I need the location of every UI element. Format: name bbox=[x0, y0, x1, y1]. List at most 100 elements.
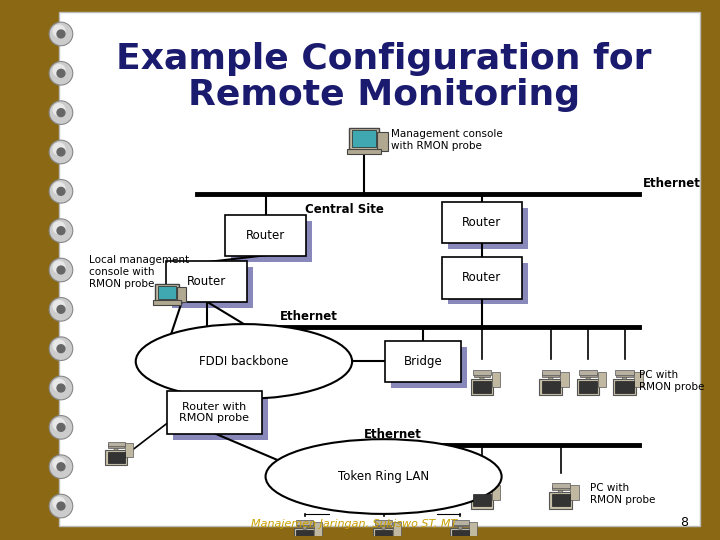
FancyBboxPatch shape bbox=[297, 530, 313, 540]
Circle shape bbox=[57, 109, 65, 117]
FancyBboxPatch shape bbox=[376, 523, 392, 526]
Circle shape bbox=[57, 384, 65, 392]
Polygon shape bbox=[548, 375, 554, 380]
FancyBboxPatch shape bbox=[297, 523, 312, 526]
FancyBboxPatch shape bbox=[352, 130, 376, 147]
Circle shape bbox=[53, 104, 65, 116]
Circle shape bbox=[57, 227, 65, 234]
Circle shape bbox=[53, 183, 65, 194]
Circle shape bbox=[49, 337, 73, 361]
Polygon shape bbox=[479, 488, 485, 493]
Circle shape bbox=[53, 64, 65, 76]
Ellipse shape bbox=[136, 324, 352, 399]
FancyBboxPatch shape bbox=[105, 450, 127, 465]
FancyBboxPatch shape bbox=[570, 485, 579, 500]
Polygon shape bbox=[621, 375, 628, 380]
Circle shape bbox=[57, 423, 65, 431]
Circle shape bbox=[53, 300, 65, 312]
Circle shape bbox=[53, 25, 65, 37]
Circle shape bbox=[49, 258, 73, 282]
Circle shape bbox=[49, 494, 73, 518]
FancyBboxPatch shape bbox=[580, 373, 596, 376]
FancyBboxPatch shape bbox=[541, 381, 560, 393]
Text: Manajemen Jaringan, Sukiswo ST, MT: Manajemen Jaringan, Sukiswo ST, MT bbox=[251, 519, 457, 529]
Circle shape bbox=[53, 418, 65, 430]
Text: Ethernet: Ethernet bbox=[364, 428, 422, 441]
Text: FDDI backbone: FDDI backbone bbox=[199, 355, 289, 368]
Circle shape bbox=[57, 266, 65, 274]
Text: Router: Router bbox=[462, 272, 502, 285]
Polygon shape bbox=[479, 375, 485, 380]
Text: Router with
RMON probe: Router with RMON probe bbox=[179, 402, 249, 423]
Text: Router: Router bbox=[187, 275, 226, 288]
Circle shape bbox=[53, 458, 65, 470]
Circle shape bbox=[53, 143, 65, 155]
FancyBboxPatch shape bbox=[541, 370, 560, 375]
Text: Router: Router bbox=[246, 229, 285, 242]
FancyBboxPatch shape bbox=[314, 522, 322, 536]
FancyBboxPatch shape bbox=[469, 522, 477, 536]
FancyBboxPatch shape bbox=[59, 12, 701, 526]
FancyBboxPatch shape bbox=[560, 372, 569, 387]
Circle shape bbox=[49, 455, 73, 478]
FancyBboxPatch shape bbox=[473, 381, 491, 393]
Text: Token Ring LAN: Token Ring LAN bbox=[338, 470, 429, 483]
FancyBboxPatch shape bbox=[375, 521, 392, 525]
FancyBboxPatch shape bbox=[552, 483, 570, 488]
Text: 8: 8 bbox=[680, 516, 688, 529]
Circle shape bbox=[57, 30, 65, 38]
FancyBboxPatch shape bbox=[392, 522, 400, 536]
Circle shape bbox=[49, 101, 73, 124]
FancyBboxPatch shape bbox=[579, 381, 598, 393]
Text: Ethernet: Ethernet bbox=[280, 310, 338, 323]
FancyBboxPatch shape bbox=[297, 521, 313, 525]
Text: Central Site: Central Site bbox=[305, 203, 384, 216]
Polygon shape bbox=[302, 524, 307, 529]
FancyBboxPatch shape bbox=[616, 373, 633, 376]
FancyBboxPatch shape bbox=[539, 379, 562, 395]
FancyBboxPatch shape bbox=[107, 442, 125, 446]
Circle shape bbox=[49, 140, 73, 164]
FancyBboxPatch shape bbox=[451, 530, 469, 540]
FancyBboxPatch shape bbox=[579, 370, 598, 375]
FancyBboxPatch shape bbox=[598, 372, 606, 387]
FancyBboxPatch shape bbox=[450, 528, 471, 540]
FancyBboxPatch shape bbox=[616, 381, 634, 393]
Circle shape bbox=[49, 376, 73, 400]
Text: Bridge: Bridge bbox=[403, 355, 442, 368]
FancyBboxPatch shape bbox=[549, 492, 572, 509]
FancyBboxPatch shape bbox=[492, 485, 500, 500]
FancyBboxPatch shape bbox=[473, 483, 491, 488]
FancyBboxPatch shape bbox=[441, 202, 522, 244]
Circle shape bbox=[53, 340, 65, 352]
FancyBboxPatch shape bbox=[542, 373, 559, 376]
FancyBboxPatch shape bbox=[173, 397, 268, 440]
Polygon shape bbox=[585, 375, 591, 380]
FancyBboxPatch shape bbox=[577, 379, 600, 395]
Circle shape bbox=[53, 222, 65, 234]
FancyBboxPatch shape bbox=[156, 284, 179, 302]
Polygon shape bbox=[457, 524, 463, 529]
Text: PC with
RMON probe: PC with RMON probe bbox=[590, 483, 655, 505]
Ellipse shape bbox=[266, 439, 502, 514]
Circle shape bbox=[53, 261, 65, 273]
FancyBboxPatch shape bbox=[492, 372, 500, 387]
Circle shape bbox=[53, 379, 65, 391]
FancyBboxPatch shape bbox=[552, 486, 569, 490]
Text: PC with
RMON probe: PC with RMON probe bbox=[639, 370, 705, 392]
Circle shape bbox=[49, 219, 73, 242]
Text: Router: Router bbox=[462, 217, 502, 230]
FancyBboxPatch shape bbox=[153, 300, 181, 305]
FancyBboxPatch shape bbox=[125, 443, 133, 457]
Polygon shape bbox=[381, 524, 387, 529]
Text: Ethernet: Ethernet bbox=[643, 177, 701, 190]
FancyBboxPatch shape bbox=[473, 494, 491, 507]
FancyBboxPatch shape bbox=[158, 286, 176, 299]
FancyBboxPatch shape bbox=[474, 373, 490, 376]
Circle shape bbox=[57, 463, 65, 471]
FancyBboxPatch shape bbox=[231, 221, 312, 262]
FancyBboxPatch shape bbox=[294, 528, 315, 540]
FancyBboxPatch shape bbox=[172, 267, 253, 308]
FancyBboxPatch shape bbox=[225, 215, 306, 256]
Polygon shape bbox=[113, 446, 119, 450]
